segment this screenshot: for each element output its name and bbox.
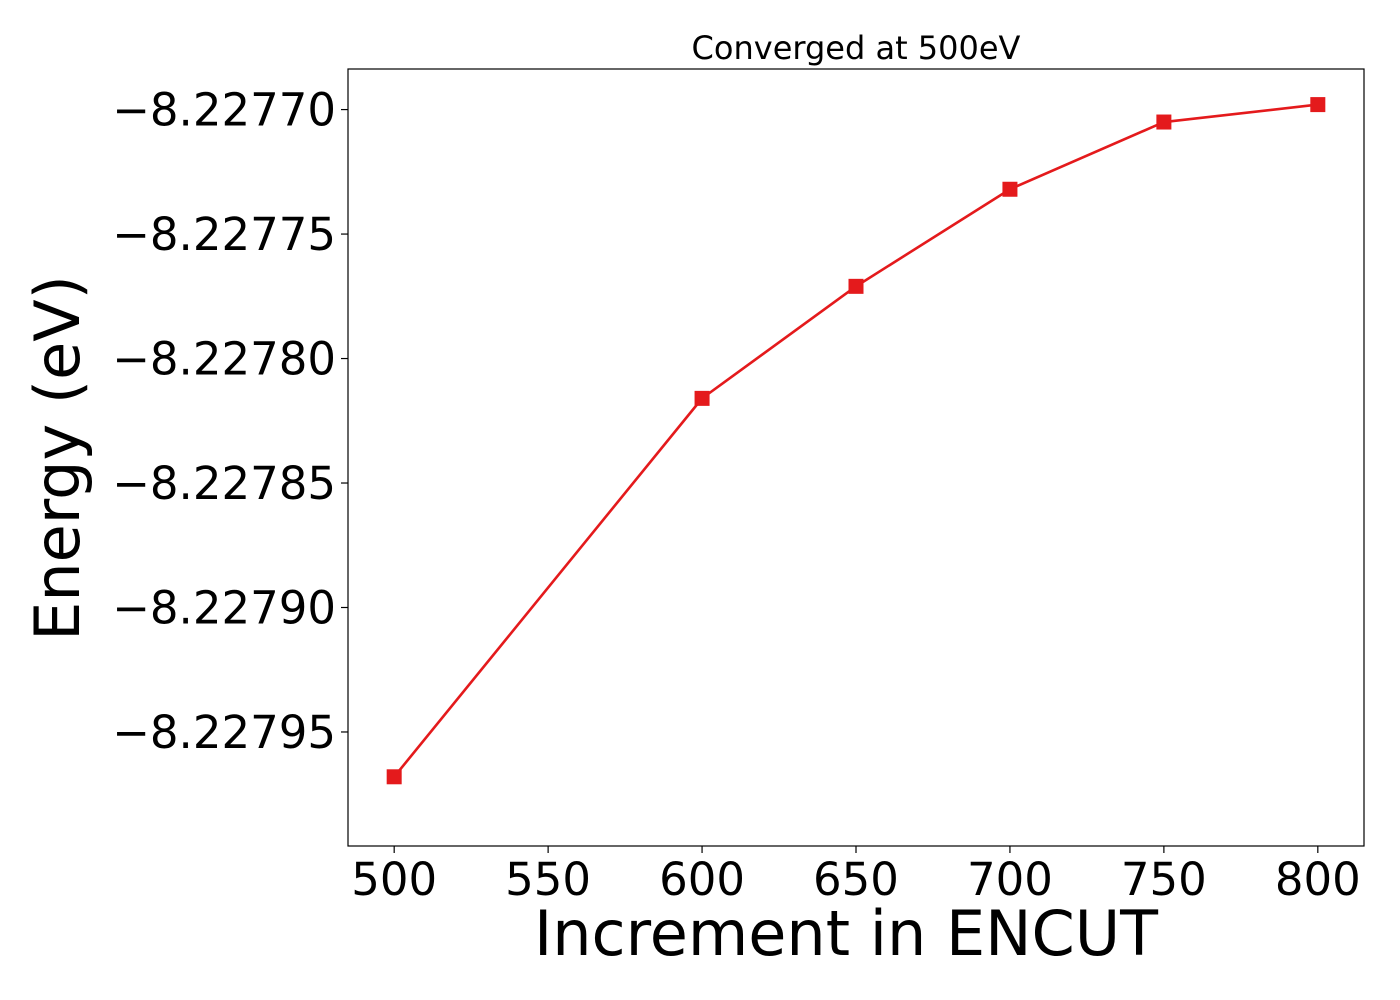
x-axis: 500 550 600 650 700 750 800 (351, 846, 1361, 906)
data-point-marker (1310, 97, 1326, 113)
x-tick-label: 550 (505, 853, 591, 906)
x-tick-label: 800 (1275, 853, 1361, 906)
data-point-marker (1156, 114, 1172, 130)
y-axis-label: Energy (eV) (21, 275, 94, 641)
data-point-marker (694, 390, 710, 406)
y-axis: −8.22770 −8.22775 −8.22780 −8.22785 −8.22790… (112, 84, 348, 759)
y-tick-label: −8.22785 (112, 457, 336, 510)
data-point-marker (1002, 181, 1018, 197)
x-axis-label: Increment in ENCUT (534, 897, 1159, 970)
y-tick-label: −8.22770 (112, 84, 336, 137)
x-tick-label: 500 (351, 853, 437, 906)
x-tick-label: 600 (659, 853, 745, 906)
data-point-marker (386, 769, 402, 785)
y-tick-label: −8.22780 (112, 333, 336, 386)
y-tick-label: −8.22795 (112, 706, 336, 759)
x-tick-label: 750 (1121, 853, 1207, 906)
x-tick-label: 700 (967, 853, 1053, 906)
chart-title: Converged at 500eV (692, 29, 1021, 67)
data-point-marker (848, 278, 864, 294)
plot-frame (347, 68, 1365, 847)
series-line (393, 103, 1318, 778)
plot-area (386, 97, 1326, 785)
x-tick-label: 650 (813, 853, 899, 906)
y-tick-label: −8.22790 (112, 581, 336, 634)
y-tick-label: −8.22775 (112, 208, 336, 261)
